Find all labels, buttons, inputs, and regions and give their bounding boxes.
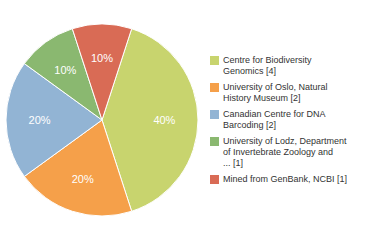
data-labels: 40% 20% 20% 10% 10% bbox=[29, 52, 176, 186]
data-label: 40% bbox=[153, 114, 175, 126]
legend-label: University of Lodz, Departmentof Inverte… bbox=[223, 136, 347, 168]
legend-swatch bbox=[210, 83, 219, 92]
legend-label: Canadian Centre for DNABarcoding [2] bbox=[223, 109, 326, 130]
legend-label: University of Oslo, NaturalHistory Museu… bbox=[223, 82, 328, 103]
legend-item: University of Lodz, Departmentof Inverte… bbox=[210, 136, 347, 168]
pie bbox=[6, 24, 198, 216]
data-label: 10% bbox=[91, 52, 113, 64]
legend-item: University of Oslo, NaturalHistory Museu… bbox=[210, 82, 328, 103]
legend-label: Mined from GenBank, NCBI [1] bbox=[223, 174, 347, 184]
legend-swatch bbox=[210, 110, 219, 119]
legend-swatch bbox=[210, 56, 219, 65]
legend-label: Centre for BiodiversityGenomics [4] bbox=[223, 55, 312, 76]
legend-swatch bbox=[210, 137, 219, 146]
legend-swatch bbox=[210, 175, 219, 184]
legend: Centre for BiodiversityGenomics [4] Unive… bbox=[210, 55, 347, 184]
legend-item: Mined from GenBank, NCBI [1] bbox=[210, 174, 347, 184]
data-label: 20% bbox=[72, 173, 94, 185]
legend-item: Centre for BiodiversityGenomics [4] bbox=[210, 55, 312, 76]
data-label: 10% bbox=[54, 64, 76, 76]
slice bbox=[72, 24, 131, 120]
chart: 40% 20% 20% 10% 10% Centre for BiodiversityGe… bbox=[0, 0, 380, 240]
legend-item: Canadian Centre for DNABarcoding [2] bbox=[210, 109, 326, 130]
data-label: 20% bbox=[29, 114, 51, 126]
